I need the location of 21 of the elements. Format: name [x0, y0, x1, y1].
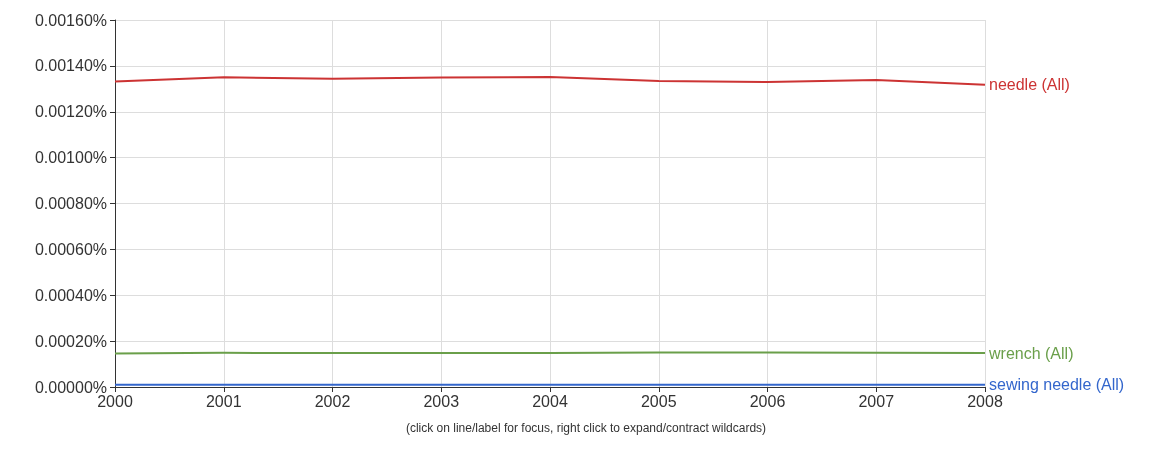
- series-label: needle (All): [989, 76, 1070, 94]
- y-tick-label: 0.00020%: [34, 332, 107, 350]
- x-tick-label: 2007: [858, 392, 895, 410]
- line-series: [114, 75, 986, 86]
- series-label: wrench (All): [988, 344, 1074, 362]
- x-tick-label: 2004: [532, 392, 568, 410]
- y-tick-label: 0.00060%: [34, 240, 107, 258]
- x-tick-label: 2006: [749, 392, 786, 410]
- x-tick-label: 2003: [423, 392, 460, 410]
- y-tick-label: 0.00140%: [34, 57, 107, 75]
- y-tick-label: 0.00100%: [34, 149, 107, 167]
- y-tick-label: 0.00160%: [34, 11, 107, 29]
- text: (click on line/label for focus, right click to expand/contract wildcards): [405, 421, 767, 435]
- series-label: sewing needle (All): [989, 376, 1125, 394]
- x-tick-label: 2002: [314, 392, 351, 410]
- y-tick-label: 0.00040%: [34, 286, 107, 304]
- x-tick-label: 2001: [205, 392, 242, 410]
- y-tick-label: 0.00120%: [34, 103, 107, 121]
- x-tick-label: 2008: [967, 392, 1003, 410]
- x-tick-label: 2005: [640, 392, 677, 410]
- y-tick-label: 0.00080%: [34, 195, 107, 212]
